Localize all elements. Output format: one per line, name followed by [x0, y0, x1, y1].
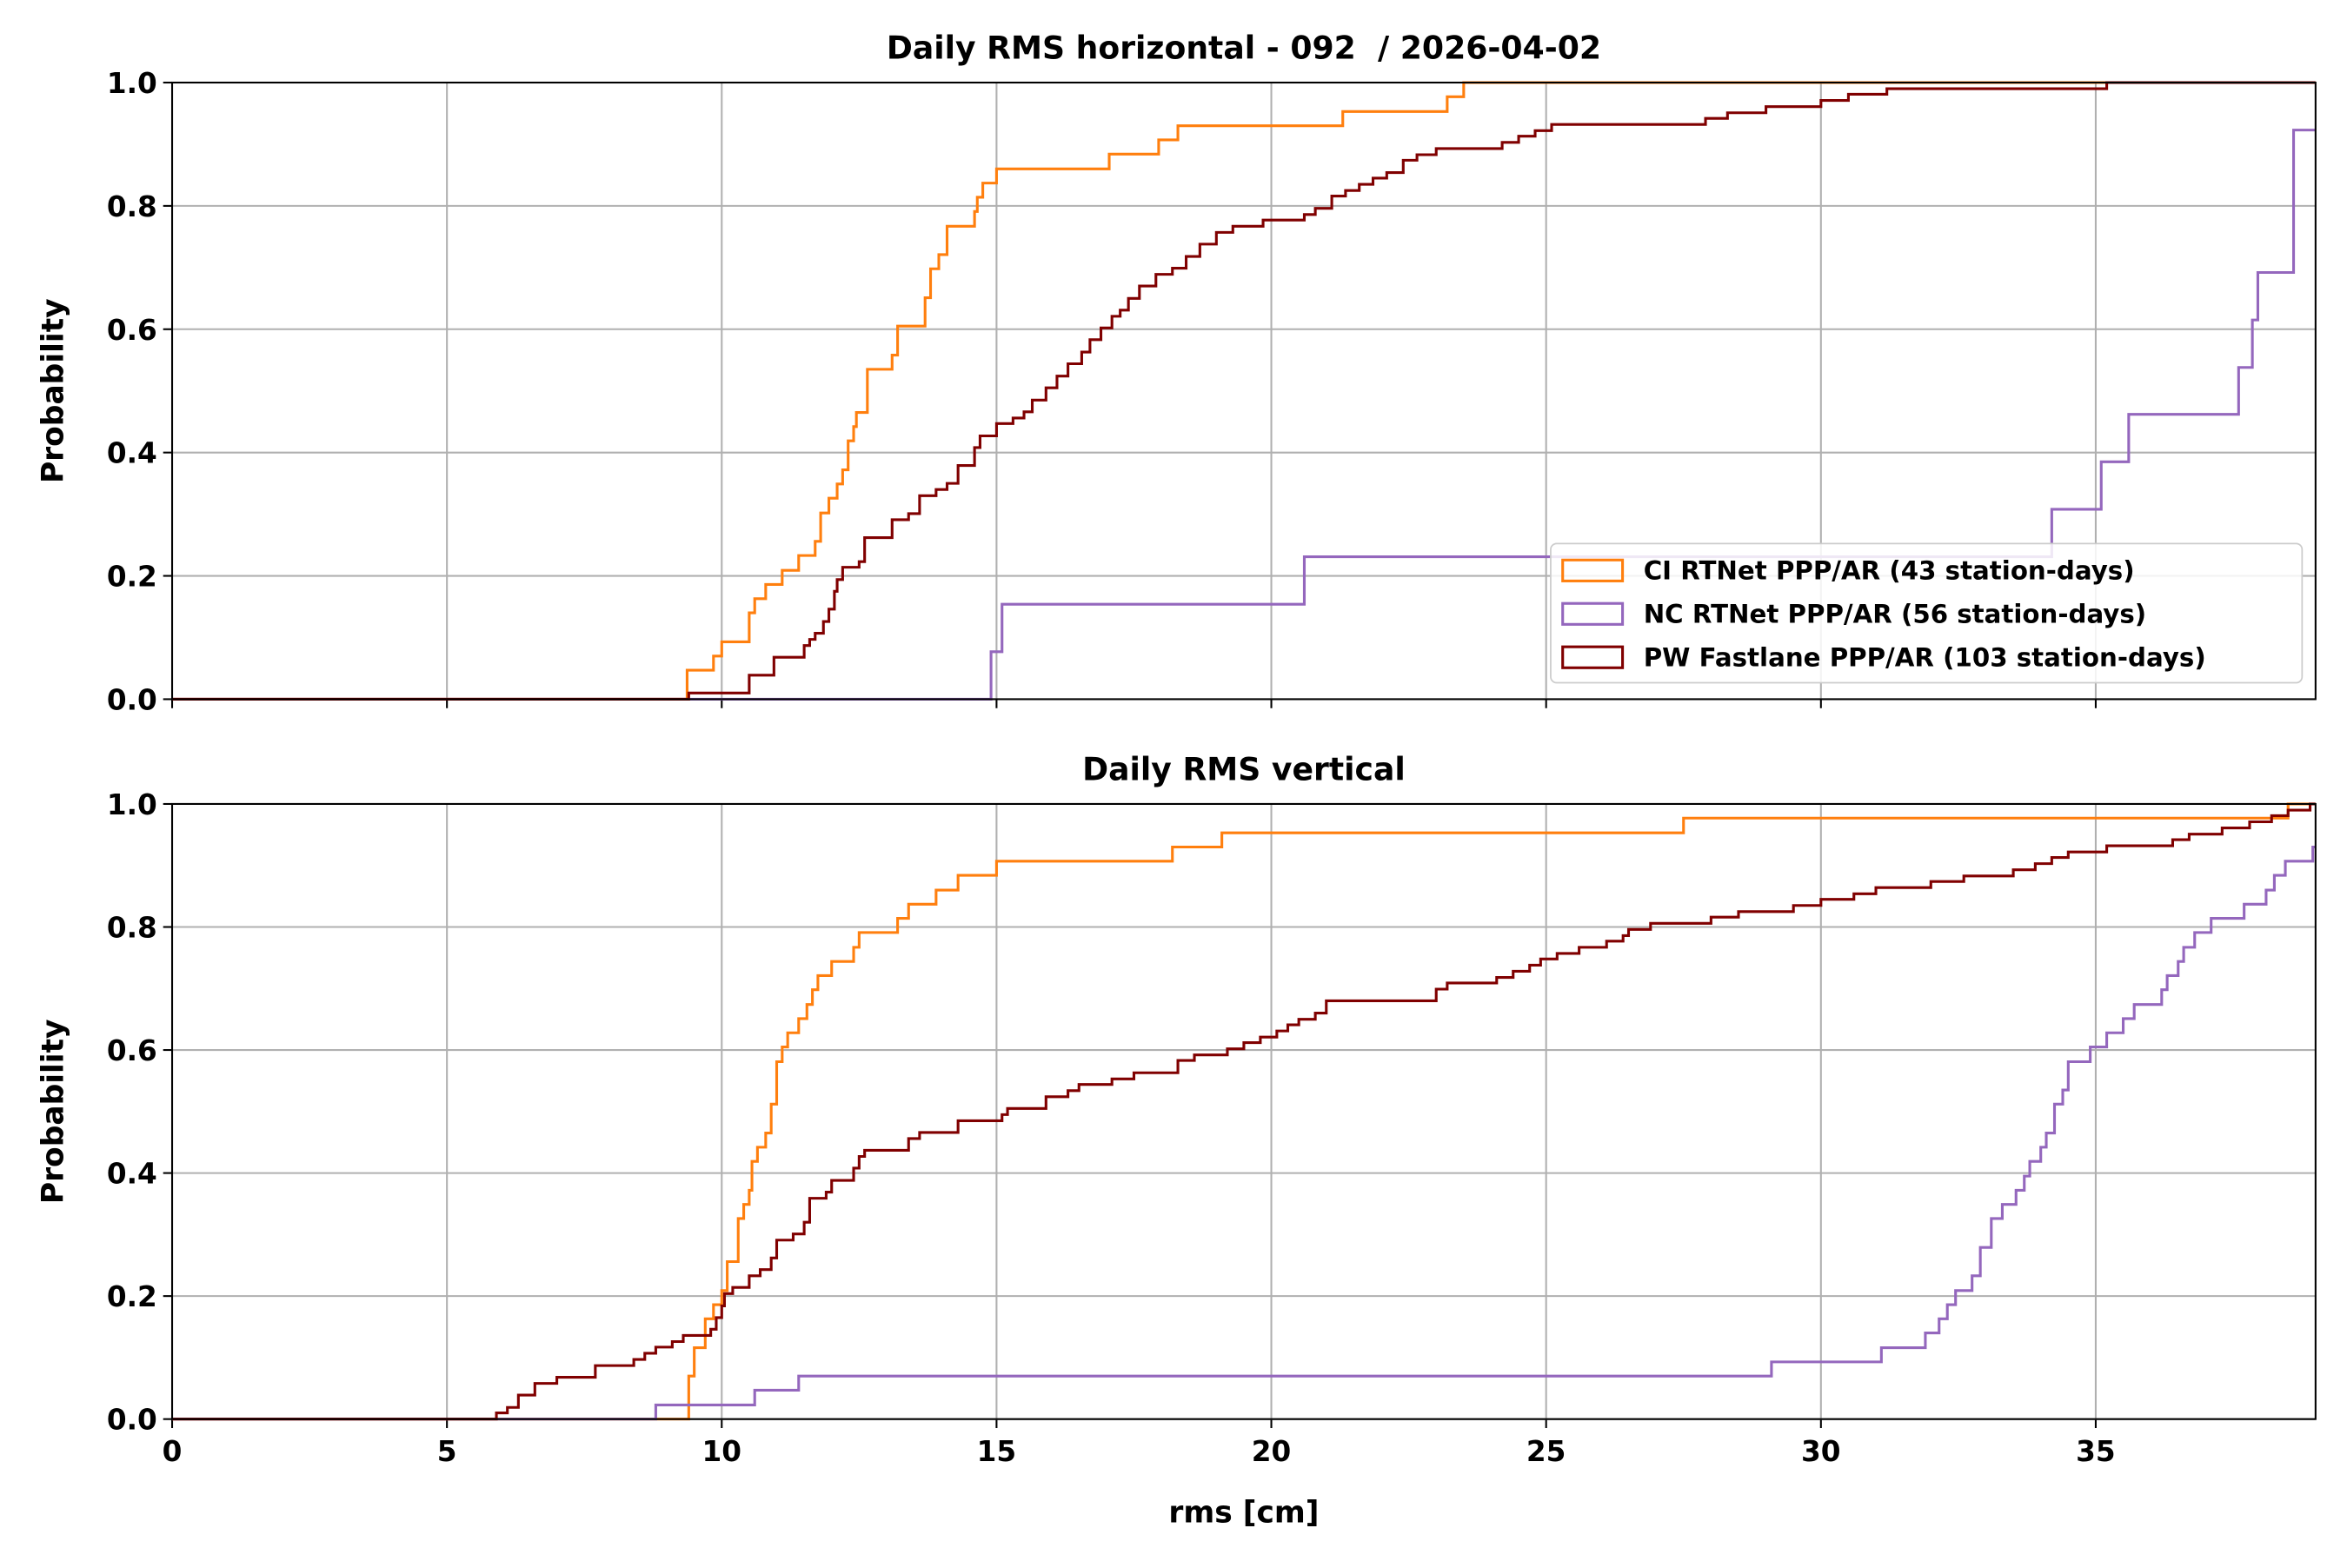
- y-tick-label: 0.8: [107, 190, 157, 223]
- x-tick-label: 10: [702, 1435, 742, 1468]
- x-tick-label: 35: [2076, 1435, 2116, 1468]
- cdf-line: [172, 129, 2316, 701]
- legend: CI RTNet PPP/AR (43 station-days) NC RTNe…: [1550, 542, 2304, 684]
- y-tick-label: 0.0: [107, 683, 157, 716]
- legend-swatch: [1561, 601, 1625, 626]
- x-tick-label: 15: [977, 1435, 1017, 1468]
- axes-frame: [170, 802, 2317, 1420]
- cdf-line: [172, 81, 2316, 701]
- y-tick-label: 0.8: [107, 912, 157, 945]
- cdf-line: [172, 81, 2316, 701]
- axes-frame: [170, 81, 2317, 701]
- cdf-line: [172, 845, 2316, 1421]
- legend-swatch: [1561, 558, 1625, 582]
- y-tick-label: 1.0: [107, 67, 157, 100]
- plot-area: 0.0 0.2 0.4 0.6 0.8 1.0 Daily RMS horizontal -…: [36, 29, 2317, 716]
- y-tick-label: 0.6: [107, 314, 157, 347]
- plot-area: 0 5 10 15 20 25 30 35 0.0 0.2 0.4 0.6 0.8 1.0 Daily RM…: [36, 750, 2317, 1530]
- chart-title: Daily RMS horizontal - 092 / 2026-04-02: [887, 29, 1601, 66]
- legend-label: CI RTNet PPP/AR (43 station-days): [1644, 556, 2135, 586]
- legend-swatch: [1561, 645, 1625, 669]
- y-tick-label: 0.4: [107, 437, 157, 470]
- y-tick-label: 1.0: [107, 788, 157, 821]
- y-tick-label: 0.4: [107, 1158, 157, 1191]
- x-axis-label: rms [cm]: [1168, 1495, 1319, 1530]
- legend-box: [1550, 542, 2304, 684]
- x-tick-label: 30: [1801, 1435, 1841, 1468]
- legend-label: NC RTNet PPP/AR (56 station-days): [1644, 600, 2147, 629]
- chart-title: Daily RMS vertical: [1082, 750, 1406, 787]
- x-tick-label: 25: [1526, 1435, 1566, 1468]
- y-tick-label: 0.0: [107, 1404, 157, 1437]
- cdf-line: [172, 802, 2316, 1421]
- x-tick-label: 20: [1252, 1435, 1292, 1468]
- y-tick-label: 0.2: [107, 1280, 157, 1313]
- y-tick-label: 0.6: [107, 1034, 157, 1067]
- y-tick-label: 0.2: [107, 561, 157, 594]
- cdf-line: [172, 802, 2316, 1421]
- x-tick-label: 5: [437, 1435, 457, 1468]
- y-axis-label: Probability: [36, 298, 70, 483]
- y-axis-label: Probability: [36, 1019, 70, 1204]
- x-tick-label: 0: [163, 1435, 183, 1468]
- legend-label: PW Fastlane PPP/AR (103 station-days): [1644, 643, 2206, 673]
